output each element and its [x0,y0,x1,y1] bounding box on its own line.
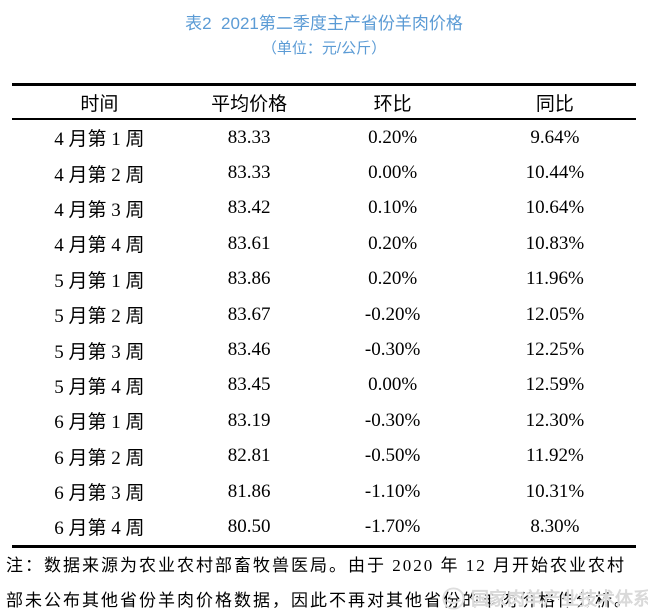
cell-yoy-change: 8.30% [530,515,580,537]
cell-yoy-change: 11.92% [525,445,584,467]
cell-yoy-change: 12.30% [525,409,585,431]
cell-time: 4 月第 3 周 [54,199,145,221]
col-header-time: 时间 [12,84,187,120]
cell-yoy-change: 10.44% [525,162,585,184]
cell-mom-change: -0.50% [364,445,421,467]
cell-mom-change: -1.70% [364,515,421,537]
cell-avg-price: 80.50 [227,515,271,537]
cell-avg-price: 83.86 [227,268,271,290]
cell-time: 4 月第 2 周 [54,164,145,186]
cell-mom-change: 0.20% [368,126,418,148]
table-row: 6 月第 2 周 82.81 -0.50% 11.92% [12,439,636,474]
cell-avg-price: 83.33 [227,126,271,148]
mutton-price-table: 时间 平均价格 环比 同比 4 月第 1 周 83.33 0.20% 9.64%… [12,83,636,548]
cell-mom-change: 0.00% [368,162,418,184]
cell-time: 5 月第 2 周 [54,306,145,328]
footnote: 注：数据来源为农业农村部畜牧兽医局。由于 2020 年 12 月开始农业农村部未… [6,556,633,610]
table-row: 4 月第 4 周 83.61 0.20% 10.83% [12,226,636,261]
cell-time: 5 月第 3 周 [54,341,145,363]
cell-mom-change: -1.10% [364,480,421,502]
cell-time: 5 月第 4 周 [54,376,145,398]
cell-avg-price: 83.33 [227,162,271,184]
table-row: 4 月第 1 周 83.33 0.20% 9.64% [12,119,636,155]
col-header-avg-price: 平均价格 [186,84,312,120]
cell-mom-change: -0.30% [364,339,421,361]
cell-time: 4 月第 1 周 [54,129,145,151]
cell-avg-price: 81.86 [227,480,271,502]
cell-avg-price: 82.81 [227,445,271,467]
cell-yoy-change: 9.64% [530,126,580,148]
table-row: 5 月第 2 周 83.67 -0.20% 12.05% [12,297,636,332]
cell-time: 6 月第 1 周 [54,412,145,434]
cell-mom-change: -0.30% [364,409,421,431]
cell-time: 5 月第 1 周 [54,270,145,292]
cell-avg-price: 83.67 [227,303,271,325]
cell-yoy-change: 12.59% [525,374,585,396]
cell-yoy-change: 10.31% [525,480,585,502]
cell-mom-change: 0.00% [368,374,418,396]
table-row: 4 月第 3 周 83.42 0.10% 10.64% [12,191,636,226]
cell-mom-change: -0.20% [364,303,421,325]
cell-time: 6 月第 3 周 [54,483,145,505]
cell-yoy-change: 11.96% [525,268,584,290]
cell-avg-price: 83.61 [227,232,271,254]
cell-mom-change: 0.10% [368,197,418,219]
cell-avg-price: 83.46 [227,339,271,361]
cell-yoy-change: 12.05% [525,303,585,325]
table-row: 6 月第 3 周 81.86 -1.10% 10.31% [12,474,636,509]
cell-yoy-change: 10.64% [525,197,585,219]
cell-time: 4 月第 4 周 [54,235,145,257]
cell-time: 6 月第 2 周 [54,447,145,469]
table-caption: 表2 2021第二季度主产省份羊肉价格 [185,14,463,33]
col-header-mom: 环比 [311,84,474,120]
col-header-yoy: 同比 [473,84,636,120]
table-row: 6 月第 1 周 83.19 -0.30% 12.30% [12,403,636,438]
table-row: 4 月第 2 周 83.33 0.00% 10.44% [12,155,636,190]
table-row: 5 月第 3 周 83.46 -0.30% 12.25% [12,332,636,367]
cell-avg-price: 83.19 [227,409,271,431]
cell-time: 6 月第 4 周 [54,518,145,540]
cell-yoy-change: 10.83% [525,232,585,254]
table-row: 5 月第 4 周 83.45 0.00% 12.59% [12,368,636,403]
table-row: 5 月第 1 周 83.86 0.20% 11.96% [12,262,636,297]
table-row: 6 月第 4 周 80.50 -1.70% 8.30% [12,509,636,546]
table-header-row: 时间 平均价格 环比 同比 [12,84,636,120]
cell-mom-change: 0.20% [368,268,418,290]
cell-avg-price: 83.42 [227,197,271,219]
cell-mom-change: 0.20% [368,232,418,254]
table-unit-label: （单位：元/公斤） [261,40,387,57]
cell-avg-price: 83.45 [227,374,271,396]
cell-yoy-change: 12.25% [525,339,585,361]
